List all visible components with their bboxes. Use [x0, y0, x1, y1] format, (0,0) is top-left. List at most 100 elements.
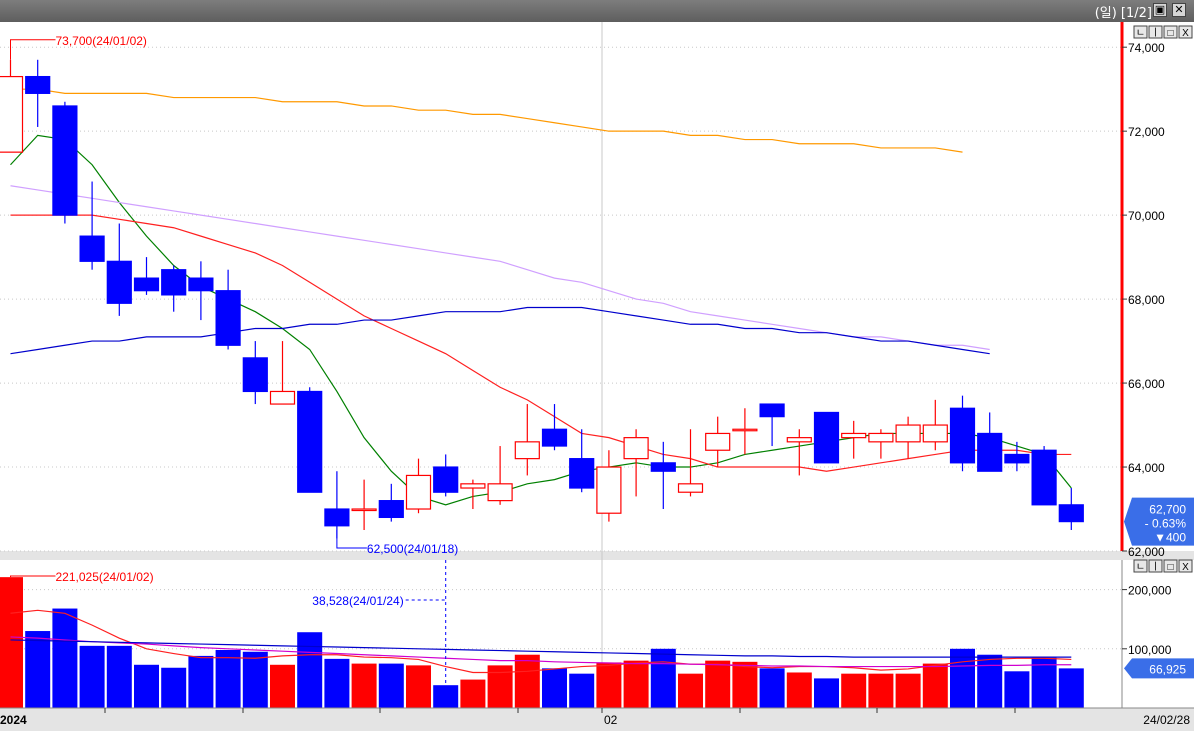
volume-bar — [378, 663, 404, 708]
candle-body — [378, 500, 404, 519]
volume-bar — [514, 654, 540, 708]
candle-body — [215, 290, 241, 346]
candle-body — [623, 437, 649, 460]
price-pane-button[interactable] — [1133, 25, 1148, 39]
pane-separator — [0, 551, 1194, 560]
candle-body — [242, 357, 268, 393]
price-pane-button[interactable] — [1178, 25, 1193, 39]
volume-bar — [25, 631, 51, 708]
volume-bar — [188, 655, 214, 708]
title-bar: (일) [1/2] ▣ ✕ — [0, 0, 1194, 22]
x-tick-label: 24/02/28 — [1143, 713, 1190, 727]
price-y-tick-label: 74,000 — [1128, 41, 1165, 55]
x-tick-label: 02 — [604, 713, 618, 727]
restore-button[interactable]: ▣ — [1153, 3, 1167, 17]
volume-pane-button[interactable] — [1178, 559, 1193, 573]
candle-body — [705, 432, 731, 451]
volume-bar — [1004, 671, 1030, 708]
price-pane-button-glyph: □ — [1167, 28, 1173, 39]
candle-body — [188, 277, 214, 292]
candle-body — [786, 437, 812, 443]
current-volume-badge — [1124, 658, 1194, 679]
candle-body — [0, 75, 24, 153]
volume-bar — [215, 649, 241, 708]
volume-bar — [79, 645, 105, 708]
candle-body — [1031, 449, 1057, 506]
candle-body — [1058, 504, 1084, 523]
candle-body — [52, 105, 78, 216]
price-pane-button-glyph: X — [1182, 28, 1189, 39]
candle-body — [813, 411, 840, 464]
price-y-tick-label: 68,000 — [1128, 293, 1165, 307]
volume-pane-button[interactable] — [1148, 559, 1163, 573]
volume-bar — [950, 648, 975, 708]
candle-body — [351, 508, 377, 512]
current-volume-text: 66,925 — [1149, 662, 1186, 676]
price-ma5-line — [10, 134, 1072, 506]
volume-pane-button-glyph: ㅣ — [1151, 562, 1160, 573]
candle-body — [79, 235, 105, 262]
volume-bar — [841, 673, 867, 708]
price-low-label: 62,500(24/01/18) — [367, 542, 458, 556]
candle-body — [868, 432, 894, 443]
volume-bar — [705, 660, 731, 708]
volume-bar — [134, 664, 159, 708]
price-y-tick-label: 62,000 — [1128, 545, 1165, 559]
candle-body — [514, 441, 540, 460]
candle-body — [460, 483, 486, 489]
volume-bar — [406, 665, 431, 708]
candle-body — [841, 432, 867, 439]
price-pane-button[interactable] — [1163, 25, 1178, 39]
candle-body — [759, 403, 785, 418]
volume-bar — [596, 662, 622, 708]
current-price-text: 62,700 — [1149, 503, 1186, 517]
volume-bar — [569, 673, 595, 708]
volume-bar — [759, 668, 785, 708]
volume-bar — [0, 577, 23, 708]
candle-body — [106, 260, 132, 304]
candle-body — [297, 390, 323, 493]
volume-bar — [650, 648, 676, 708]
price-pane-button[interactable] — [1148, 25, 1163, 39]
candle-body — [487, 483, 513, 502]
chart-background — [0, 22, 1194, 731]
window-title: (일) [1/2] — [1094, 6, 1152, 21]
volume-bar — [623, 660, 649, 708]
change-percent-text: - 0.63% — [1145, 517, 1187, 531]
volume-bar — [977, 654, 1003, 708]
price-ma120-line — [10, 306, 990, 355]
stock-chart[interactable]: 73,700(24/01/02) 62,500(24/01/18) 221,025(… — [0, 22, 1194, 731]
candle-body — [324, 508, 350, 527]
volume-bar — [678, 673, 703, 708]
close-button[interactable]: ✕ — [1172, 3, 1186, 17]
volume-pane-button-glyph: ㄴ — [1136, 562, 1145, 573]
volume-bar — [351, 663, 377, 708]
volume_ma60-line — [10, 639, 1072, 658]
volume-bar — [868, 673, 894, 708]
price-high-label: 73,700(24/01/02) — [56, 34, 147, 48]
x-axis-band — [0, 708, 1194, 731]
candle-body — [977, 432, 1003, 472]
price-y-tick-label: 66,000 — [1128, 377, 1165, 391]
change-amount-text: ▼400 — [1154, 531, 1186, 545]
volume-pane-button[interactable] — [1163, 559, 1178, 573]
volume-bar — [814, 678, 839, 708]
price-y-tick-label: 64,000 — [1128, 461, 1165, 475]
x-tick-label: 2024 — [0, 713, 27, 727]
candle-body — [949, 407, 976, 464]
price-pane-button-glyph: ㅣ — [1151, 28, 1160, 39]
volume_ma5-line — [10, 609, 1072, 674]
volume-bar — [297, 632, 323, 708]
volume-bar — [922, 663, 948, 708]
candle-body — [433, 466, 459, 493]
volume-bar — [52, 608, 78, 708]
candle-body — [161, 269, 187, 296]
candle-body — [25, 75, 51, 94]
candle-body — [922, 424, 948, 443]
volume-pane-button[interactable] — [1133, 559, 1148, 573]
volume-low-label: 38,528(24/01/24) — [312, 594, 403, 608]
candle-body — [133, 277, 160, 292]
candle-body — [405, 474, 432, 510]
price-pane-button-glyph: ㄴ — [1136, 28, 1145, 39]
volume-y-tick-label: 200,000 — [1128, 584, 1172, 598]
